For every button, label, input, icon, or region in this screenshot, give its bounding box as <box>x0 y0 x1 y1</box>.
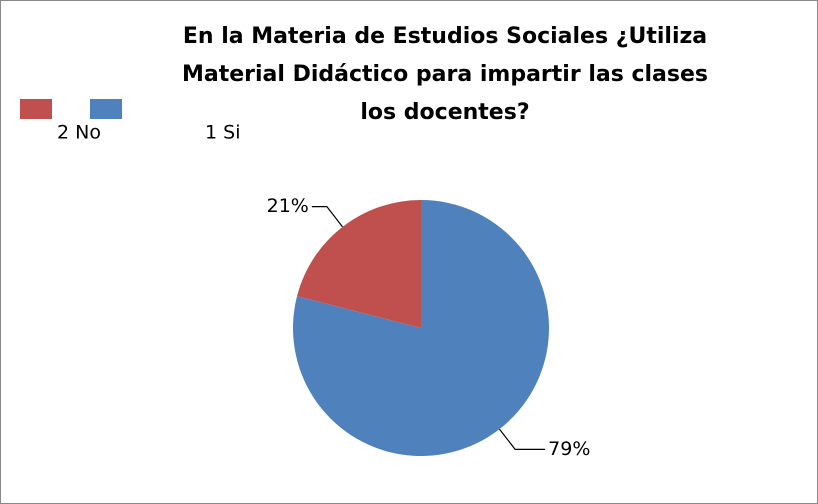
leader-line <box>498 428 546 450</box>
data-label: 21% <box>267 195 309 217</box>
legend-label: 1 Si <box>205 122 240 144</box>
leader-line <box>311 206 344 228</box>
pie-slice <box>297 200 421 328</box>
legend-label: 2 No <box>57 122 101 144</box>
chart-title: En la Materia de Estudios Sociales ¿Util… <box>181 24 709 125</box>
data-label: 79% <box>548 438 590 460</box>
legend-swatch <box>20 99 52 119</box>
legend-swatch <box>90 99 122 119</box>
